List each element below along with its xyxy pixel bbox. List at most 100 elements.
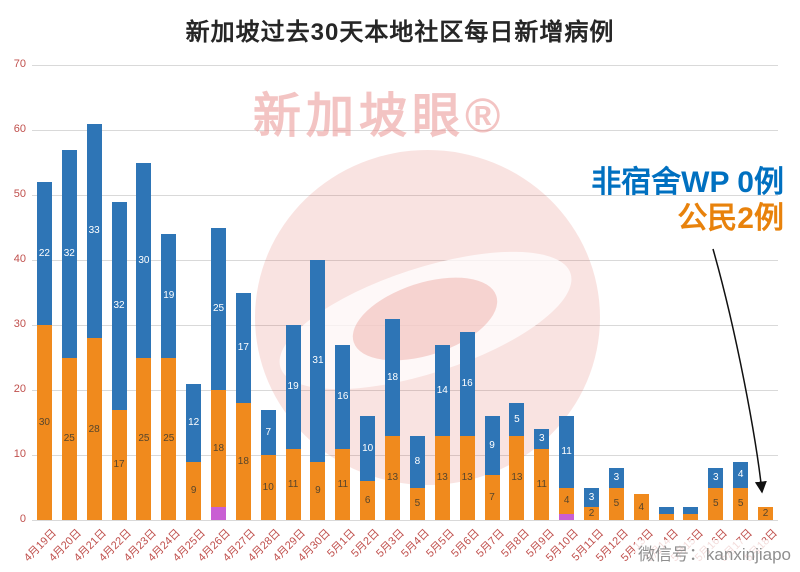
bar-segment — [658, 513, 674, 520]
bar-value-label: 3 — [588, 491, 595, 503]
bar-value-label: 6 — [364, 495, 371, 506]
bar-segment — [534, 429, 550, 449]
bar-segment — [409, 487, 425, 520]
bar-value-label: 4 — [737, 469, 744, 480]
bar-value-label: 11 — [561, 446, 572, 458]
y-axis-tick-label: 0 — [19, 513, 26, 525]
annotation-block: 非宿舍WP 0例 公民2例 — [591, 165, 784, 237]
bar-value-label: 32 — [113, 300, 125, 311]
gridline — [32, 455, 778, 456]
bar-value-label: 14 — [436, 384, 448, 396]
bar-value-label: 19 — [287, 381, 299, 393]
bar-segment — [61, 149, 77, 358]
y-axis-tick-label: 20 — [13, 383, 26, 395]
bar-segment — [758, 507, 774, 520]
bar-value-label: 31 — [312, 355, 324, 367]
bar-value-label: 8 — [414, 456, 421, 467]
annotation-citizen: 公民2例 — [677, 202, 784, 235]
bar-segment — [36, 325, 52, 520]
bar-segment — [584, 507, 599, 520]
bar-segment — [658, 507, 674, 514]
bar-segment — [484, 474, 500, 520]
bar-value-label: 5 — [414, 498, 421, 510]
bar-segment — [559, 513, 575, 520]
y-axis-tick-label: 70 — [13, 58, 26, 70]
bar-value-label: 18 — [212, 443, 225, 454]
y-axis-tick-label: 60 — [13, 123, 26, 135]
bar-value-label: 16 — [461, 378, 473, 389]
bar-segment — [683, 507, 699, 514]
bar-value-label: 2 — [588, 508, 595, 519]
bar-value-label: 5 — [737, 498, 744, 510]
gridline — [32, 390, 778, 391]
bar-segment — [310, 260, 326, 462]
watermark-brand-text: 新加坡眼® — [253, 90, 506, 143]
bar-segment — [608, 468, 624, 488]
gridline — [32, 65, 778, 66]
bar-value-label: 13 — [461, 472, 473, 484]
bar-segment — [285, 448, 301, 520]
bar-value-label: 3 — [713, 472, 719, 484]
bar-segment — [310, 461, 326, 520]
bar-segment — [260, 455, 276, 520]
bar-value-label: 5 — [713, 498, 719, 510]
bar-value-label: 5 — [514, 413, 520, 425]
bar-segment — [584, 487, 599, 507]
gridline — [32, 130, 778, 131]
bar-value-label: 10 — [362, 443, 374, 454]
bar-value-label: 11 — [287, 478, 299, 490]
bar-segment — [186, 383, 202, 462]
bar-value-label: 7 — [489, 491, 495, 503]
bar-segment — [559, 416, 575, 488]
bar-segment — [434, 344, 450, 436]
bar-segment — [608, 487, 624, 520]
bar-segment — [36, 182, 52, 325]
bar-segment — [509, 403, 525, 436]
bar-segment — [211, 390, 226, 507]
bar-value-label: 16 — [337, 391, 349, 402]
bar-value-label: 3 — [538, 433, 545, 445]
bar-value-label: 4 — [638, 501, 644, 513]
bar-value-label: 18 — [387, 371, 399, 383]
bar-value-label: 25 — [63, 433, 75, 445]
bar-value-label: 30 — [138, 254, 150, 266]
bar-segment — [86, 123, 102, 338]
bar-segment — [111, 409, 127, 520]
gridline — [32, 520, 778, 521]
bar-segment — [708, 487, 724, 520]
bar-value-label: 13 — [511, 472, 523, 484]
y-axis-tick-label: 40 — [13, 253, 26, 265]
bar-segment — [385, 435, 401, 520]
bar-value-label: 30 — [38, 417, 50, 428]
bar-value-label: 18 — [237, 456, 249, 467]
bar-segment — [484, 416, 500, 475]
bar-value-label: 4 — [563, 495, 570, 506]
bar-segment — [61, 357, 77, 520]
bar-value-label: 2 — [762, 508, 769, 519]
bar-value-label: 9 — [315, 485, 321, 497]
bar-segment — [559, 487, 575, 514]
bar-segment — [211, 227, 226, 390]
bar-value-label: 22 — [38, 248, 50, 259]
bar-segment — [434, 435, 450, 520]
y-axis-tick-label: 10 — [13, 448, 26, 460]
bar-segment — [534, 448, 550, 520]
bar-value-label: 11 — [536, 478, 547, 490]
bar-segment — [733, 487, 749, 520]
bar-segment — [186, 461, 202, 520]
chart-title: 新加坡过去30天本地社区每日新增病例 — [185, 19, 615, 46]
bar-value-label: 13 — [387, 472, 399, 484]
bar-segment — [136, 357, 152, 520]
annotation-non-dorm-wp: 非宿舍WP 0例 — [591, 166, 784, 199]
bar-value-label: 11 — [337, 478, 349, 490]
bar-segment — [161, 234, 177, 358]
bar-segment — [260, 409, 276, 455]
bar-segment — [335, 448, 351, 520]
bar-segment — [633, 494, 649, 520]
bar-segment — [459, 331, 475, 436]
bar-segment — [285, 325, 301, 449]
y-axis-tick-label: 50 — [13, 188, 26, 200]
bar-value-label: 28 — [88, 423, 100, 435]
